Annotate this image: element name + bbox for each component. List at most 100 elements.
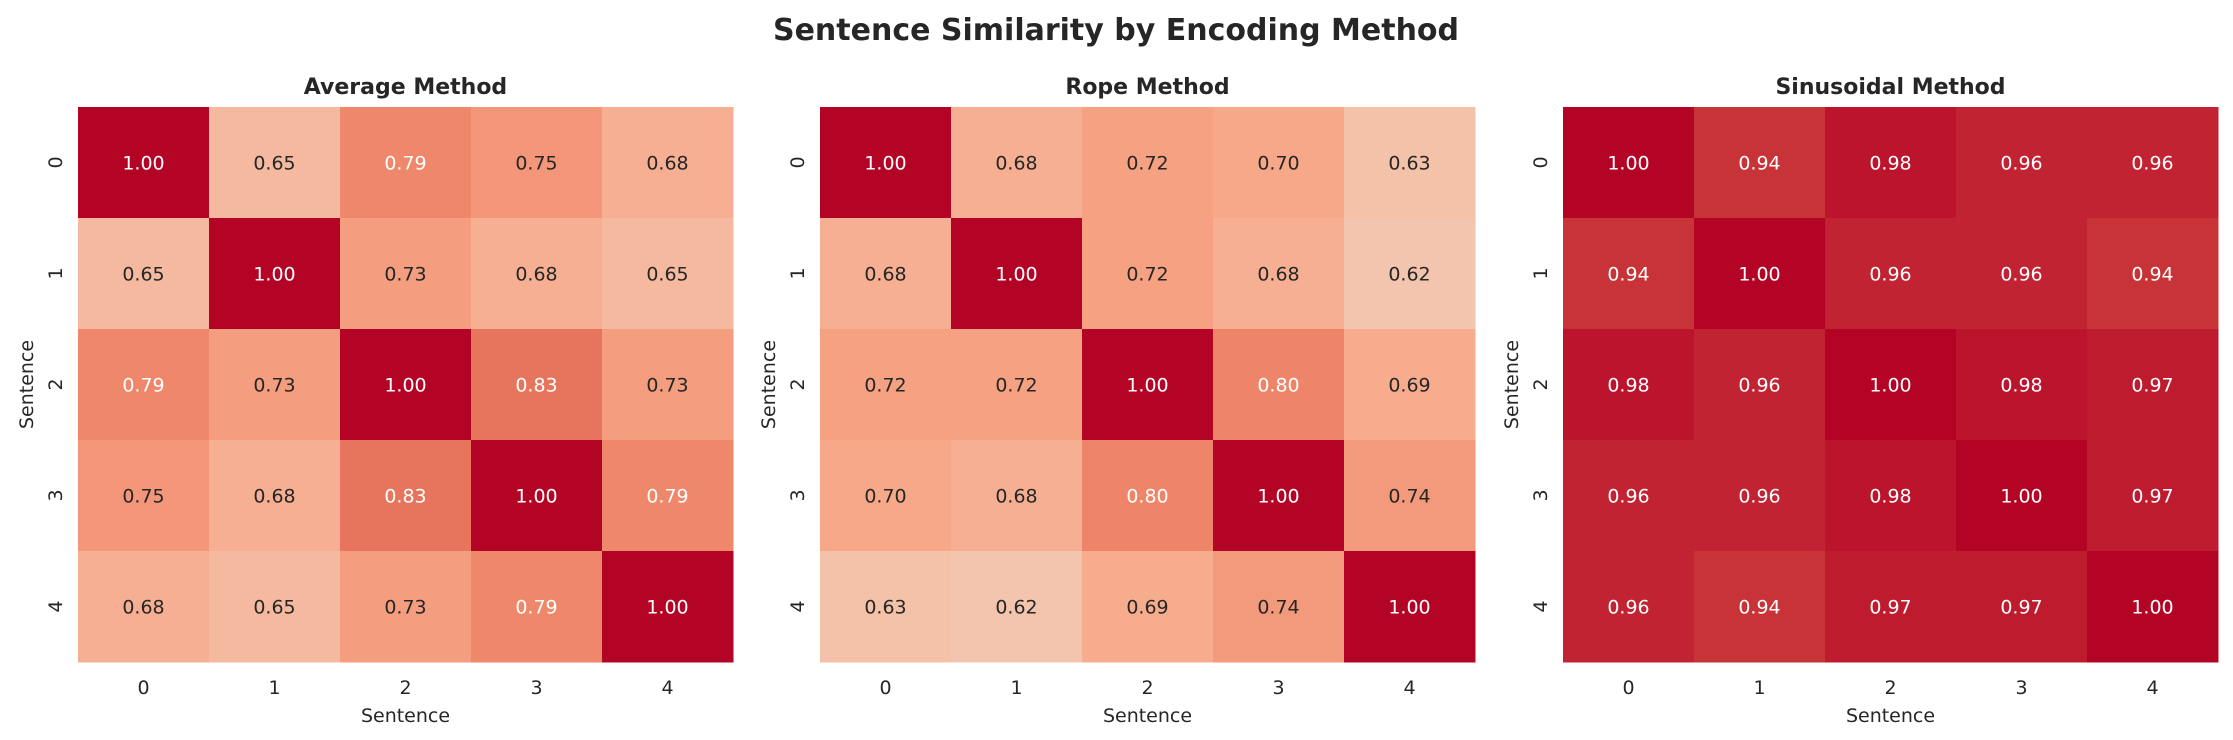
cell-annotation: 1.00 bbox=[2131, 597, 2173, 619]
y-axis-label: Sentence bbox=[758, 340, 780, 429]
heatmap-cell bbox=[78, 218, 210, 330]
heatmap-cell bbox=[78, 551, 210, 663]
figure-title: Sentence Similarity by Encoding Method bbox=[773, 13, 1459, 48]
heatmap-cell bbox=[209, 551, 341, 663]
cell-annotation: 0.80 bbox=[1257, 375, 1299, 397]
heatmap-cell bbox=[1694, 440, 1826, 552]
cell-annotation: 0.74 bbox=[1257, 597, 1299, 619]
cell-annotation: 1.00 bbox=[1869, 375, 1911, 397]
y-tick-label: 2 bbox=[787, 378, 809, 390]
x-axis-label: Sentence bbox=[1846, 705, 1935, 727]
heatmap-cell bbox=[209, 107, 341, 219]
y-tick-label: 2 bbox=[1530, 378, 1552, 390]
cell-annotation: 0.98 bbox=[1869, 153, 1911, 175]
cell-annotation: 0.83 bbox=[384, 486, 426, 508]
heatmap-cell bbox=[602, 218, 734, 330]
x-tick-label: 1 bbox=[1753, 677, 1765, 699]
heatmap-cell bbox=[951, 107, 1083, 219]
heatmap-cell bbox=[340, 329, 472, 441]
cell-annotation: 0.97 bbox=[1869, 597, 1911, 619]
y-tick-label: 1 bbox=[787, 267, 809, 279]
heatmap-cell bbox=[1563, 329, 1695, 441]
cell-annotation: 0.79 bbox=[384, 153, 426, 175]
x-tick-label: 3 bbox=[1272, 677, 1284, 699]
cell-annotation: 0.96 bbox=[2131, 153, 2173, 175]
x-tick-label: 2 bbox=[399, 677, 411, 699]
heatmap-cell bbox=[1213, 329, 1345, 441]
subplot-title: Sinusoidal Method bbox=[1775, 75, 2005, 100]
heatmap-0: Average Method 1.00 0.65 0.79 0.75 0.68 0.65 1.… bbox=[16, 75, 734, 727]
heatmap-cell bbox=[78, 107, 210, 219]
cell-annotation: 0.72 bbox=[864, 375, 906, 397]
heatmap-cell bbox=[951, 218, 1083, 330]
cell-annotation: 1.00 bbox=[1257, 486, 1299, 508]
heatmap-cell bbox=[1825, 218, 1957, 330]
heatmap-cell bbox=[602, 107, 734, 219]
heatmap-cell bbox=[2087, 329, 2219, 441]
x-tick-label: 4 bbox=[661, 677, 673, 699]
cell-annotation: 0.68 bbox=[864, 264, 906, 286]
x-axis-label: Sentence bbox=[1103, 705, 1192, 727]
y-tick-label: 0 bbox=[787, 156, 809, 168]
cell-annotation: 0.79 bbox=[646, 486, 688, 508]
cell-annotation: 0.98 bbox=[1869, 486, 1911, 508]
heatmap-cell bbox=[471, 329, 603, 441]
heatmap-cell bbox=[1694, 218, 1826, 330]
heatmap-cell bbox=[2087, 107, 2219, 219]
cell-annotation: 0.72 bbox=[1126, 264, 1168, 286]
cell-annotation: 0.96 bbox=[2000, 153, 2042, 175]
y-tick-label: 3 bbox=[45, 489, 67, 501]
cell-annotation: 0.70 bbox=[1257, 153, 1299, 175]
heatmap-cell bbox=[1344, 218, 1476, 330]
heatmap-cell bbox=[1082, 107, 1214, 219]
heatmap-cell bbox=[340, 440, 472, 552]
cell-annotation: 0.62 bbox=[1388, 264, 1430, 286]
x-axis-label: Sentence bbox=[361, 705, 450, 727]
heatmap-cell bbox=[820, 440, 952, 552]
cell-annotation: 1.00 bbox=[1388, 597, 1430, 619]
cell-annotation: 0.94 bbox=[1607, 264, 1649, 286]
heatmap-cell bbox=[602, 440, 734, 552]
cell-annotation: 0.98 bbox=[2000, 375, 2042, 397]
heatmap-cell bbox=[340, 551, 472, 663]
cell-annotation: 0.69 bbox=[1388, 375, 1430, 397]
y-tick-label: 3 bbox=[1530, 489, 1552, 501]
heatmap-cell bbox=[471, 551, 603, 663]
cell-annotation: 0.73 bbox=[253, 375, 295, 397]
cell-annotation: 0.94 bbox=[1738, 597, 1780, 619]
heatmap-cell bbox=[1344, 440, 1476, 552]
cell-annotation: 0.79 bbox=[122, 375, 164, 397]
heatmap-cell bbox=[1213, 551, 1345, 663]
x-tick-label: 2 bbox=[1884, 677, 1896, 699]
heatmap-cell bbox=[951, 551, 1083, 663]
cell-annotation: 0.80 bbox=[1126, 486, 1168, 508]
heatmap-cell bbox=[1082, 551, 1214, 663]
cell-annotation: 1.00 bbox=[646, 597, 688, 619]
heatmap-cell bbox=[1825, 329, 1957, 441]
cell-annotation: 0.63 bbox=[864, 597, 906, 619]
x-tick-label: 4 bbox=[1403, 677, 1415, 699]
x-tick-label: 4 bbox=[2146, 677, 2158, 699]
cell-annotation: 0.68 bbox=[995, 153, 1037, 175]
cell-annotation: 1.00 bbox=[2000, 486, 2042, 508]
cell-annotation: 1.00 bbox=[122, 153, 164, 175]
cell-annotation: 0.65 bbox=[253, 153, 295, 175]
heatmap-cell bbox=[1956, 218, 2088, 330]
heatmap-cell bbox=[471, 440, 603, 552]
cell-annotation: 0.73 bbox=[384, 264, 426, 286]
cell-annotation: 0.79 bbox=[515, 597, 557, 619]
cell-annotation: 1.00 bbox=[1738, 264, 1780, 286]
heatmap-cell bbox=[1344, 551, 1476, 663]
x-tick-label: 0 bbox=[879, 677, 891, 699]
cell-annotation: 0.83 bbox=[515, 375, 557, 397]
x-tick-label: 3 bbox=[2015, 677, 2027, 699]
heatmap-cell bbox=[820, 218, 952, 330]
cell-annotation: 0.68 bbox=[253, 486, 295, 508]
subplot-title: Average Method bbox=[304, 75, 507, 100]
heatmap-cell bbox=[1956, 107, 2088, 219]
heatmap-cell bbox=[1825, 440, 1957, 552]
heatmap-cell bbox=[209, 440, 341, 552]
heatmap-cell bbox=[78, 440, 210, 552]
heatmap-cell bbox=[602, 551, 734, 663]
